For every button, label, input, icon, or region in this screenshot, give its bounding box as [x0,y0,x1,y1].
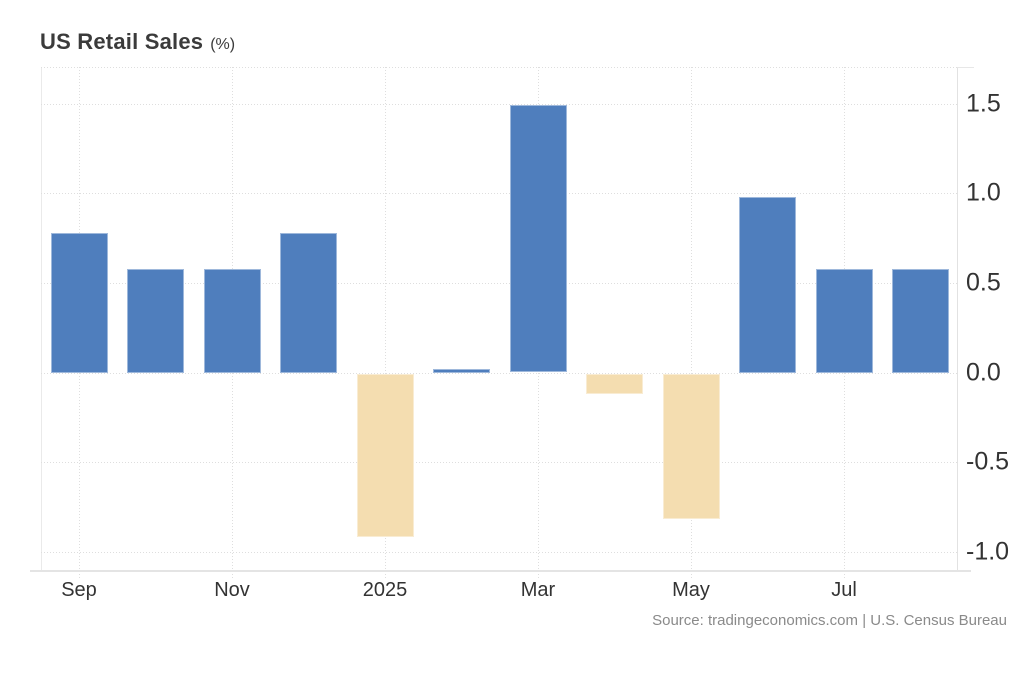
bar-jul-2025[interactable] [816,269,873,373]
bar-feb-2025[interactable] [433,369,490,373]
x-axis-label-sep: Sep [61,579,97,601]
x-axis-line [30,570,971,572]
y-axis-label-1.0: 1.0 [966,178,1001,207]
v-gridline-2025 [385,67,386,580]
v-gridline-May [691,67,692,580]
bar-dec-2024[interactable] [280,233,337,373]
bar-sep-2024[interactable] [51,233,108,373]
plot-top-border-extension [957,67,974,68]
y-axis-labels: 1.5 1.0 0.5 0.0 -0.5 -1.0 [966,67,1024,571]
h-gridline--0.5 [41,462,957,463]
h-gridline-0.0 [41,373,957,374]
x-axis-label-jul: Jul [831,579,857,601]
y-axis-label-0.5: 0.5 [966,268,1001,297]
bar-mar-2025[interactable] [510,105,567,372]
chart-title-unit: (%) [210,36,236,53]
h-gridline-1.5 [41,104,957,105]
bar-nov-2024[interactable] [204,269,261,373]
bar-may-2025[interactable] [663,374,720,519]
x-axis-label-mar: Mar [520,579,556,601]
bar-jun-2025[interactable] [739,197,796,373]
chart-title-block: US Retail Sales (%) [40,29,235,55]
h-gridline-1.0 [41,193,957,194]
bar-oct-2024[interactable] [127,269,184,373]
x-axis-label-nov: Nov [214,579,250,601]
y-axis-label-0.0: 0.0 [966,358,1001,387]
y-axis-label--1.0: -1.0 [966,537,1010,566]
plot-top-border [41,67,957,68]
h-gridline--1.0 [41,552,957,553]
plot-area [41,67,974,580]
y-axis-label-1.5: 1.5 [966,89,1001,118]
chart-title: US Retail Sales [40,29,204,54]
h-gridline-0.5 [41,283,957,284]
x-axis-label-may: May [672,579,710,601]
bar-aug-2025[interactable] [892,269,949,373]
bar-jan-2025[interactable] [357,374,414,537]
bar-apr-2025[interactable] [586,374,643,394]
plot-left-border [41,67,42,571]
y-axis-label--0.5: -0.5 [966,447,1010,476]
x-axis-label-2025: 2025 [362,579,408,601]
source-credit: Source: tradingeconomics.com | U.S. Cens… [652,612,1007,629]
y-axis-line [957,67,958,571]
